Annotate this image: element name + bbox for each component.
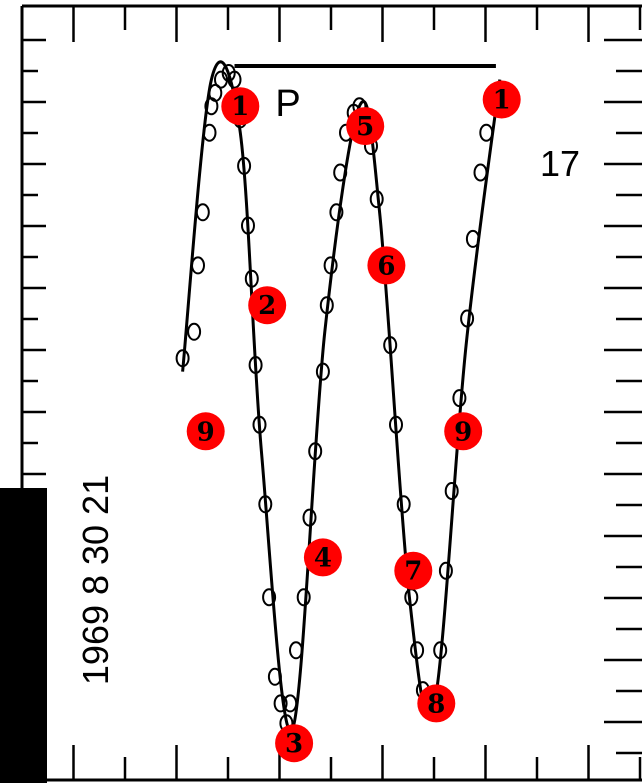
phase-marker: 6 bbox=[367, 246, 406, 285]
data-point bbox=[465, 229, 480, 248]
date-label: 1969 8 30 21 bbox=[75, 475, 116, 685]
phase-marker: 2 bbox=[248, 286, 287, 325]
data-point bbox=[289, 641, 303, 660]
data-point bbox=[433, 641, 448, 660]
phase-marker-dot bbox=[303, 538, 342, 577]
data-point bbox=[389, 415, 403, 434]
phase-marker-dot bbox=[367, 246, 406, 285]
phase-marker-dot bbox=[417, 684, 456, 723]
data-point bbox=[248, 356, 263, 374]
fitted-curve bbox=[181, 60, 502, 733]
data-point bbox=[444, 482, 459, 500]
data-point bbox=[208, 83, 223, 102]
data-point bbox=[319, 296, 334, 315]
phase-marker: 3 bbox=[275, 724, 314, 763]
data-point bbox=[383, 336, 398, 355]
data-point bbox=[479, 123, 494, 142]
data-point bbox=[273, 694, 288, 713]
data-point bbox=[262, 588, 277, 607]
data-point bbox=[302, 508, 317, 527]
phase-marker: 9 bbox=[186, 412, 225, 451]
data-point bbox=[237, 156, 252, 175]
data-point bbox=[452, 389, 467, 408]
phase-marker-label: 9 bbox=[197, 417, 215, 447]
black-overlay-block bbox=[0, 488, 47, 783]
data-point bbox=[252, 415, 267, 434]
data-points bbox=[175, 64, 505, 733]
phase-marker-dot bbox=[186, 412, 225, 451]
phase-marker-label: 5 bbox=[356, 112, 374, 142]
phase-marker-label: 1 bbox=[231, 92, 249, 122]
data-point bbox=[258, 495, 273, 514]
phase-marker: 5 bbox=[346, 107, 385, 146]
phase-marker: 8 bbox=[417, 684, 456, 723]
data-point bbox=[195, 203, 210, 222]
data-point bbox=[323, 256, 338, 275]
phase-marker-dot bbox=[394, 551, 433, 590]
data-point bbox=[227, 70, 242, 89]
data-point bbox=[191, 256, 205, 275]
data-point bbox=[410, 641, 425, 660]
phase-marker-label: 8 bbox=[427, 689, 445, 719]
data-point bbox=[315, 362, 330, 381]
data-point bbox=[460, 309, 475, 328]
data-point bbox=[202, 123, 217, 142]
phase-marker: 1 bbox=[221, 87, 260, 126]
data-point bbox=[175, 349, 190, 368]
phase-marker-label: 2 bbox=[258, 291, 276, 321]
phase-marker-dot bbox=[482, 80, 521, 119]
phase-marker-dot bbox=[275, 724, 314, 763]
phase-marker-dot bbox=[248, 286, 287, 325]
phase-marker-dot bbox=[444, 412, 483, 451]
period-label: P bbox=[275, 83, 300, 125]
data-point bbox=[283, 694, 298, 713]
phase-marker-label: 4 bbox=[314, 543, 332, 573]
data-point bbox=[296, 588, 311, 607]
phase-marker: 9 bbox=[444, 412, 483, 451]
data-point bbox=[333, 163, 348, 182]
data-point bbox=[187, 322, 202, 341]
phase-marker: 1 bbox=[482, 80, 521, 119]
data-point bbox=[308, 442, 323, 461]
phase-marker-label: 9 bbox=[454, 417, 472, 447]
phase-marker-dot bbox=[346, 107, 385, 146]
phase-marker-label: 6 bbox=[377, 251, 395, 281]
data-point bbox=[241, 216, 255, 235]
data-point bbox=[396, 495, 411, 514]
phase-marker: 4 bbox=[303, 538, 342, 577]
phase-marker-label: 3 bbox=[285, 729, 303, 759]
data-point bbox=[438, 561, 453, 580]
fit-line bbox=[181, 60, 502, 733]
right-tick-label: 17 bbox=[540, 143, 580, 184]
data-point bbox=[244, 269, 259, 288]
axis-ticks bbox=[20, 6, 642, 780]
phase-marker-label: 7 bbox=[404, 557, 422, 587]
data-point bbox=[267, 667, 282, 686]
data-point bbox=[369, 190, 384, 209]
data-point bbox=[473, 163, 488, 182]
data-point bbox=[329, 203, 344, 222]
phase-marker: 7 bbox=[394, 551, 433, 590]
phase-marker-dot bbox=[221, 87, 260, 126]
phase-marker-label: 1 bbox=[493, 86, 511, 116]
phase-markers: 1 2 3 4 5 6 7 8 9 9 1 bbox=[186, 80, 521, 763]
